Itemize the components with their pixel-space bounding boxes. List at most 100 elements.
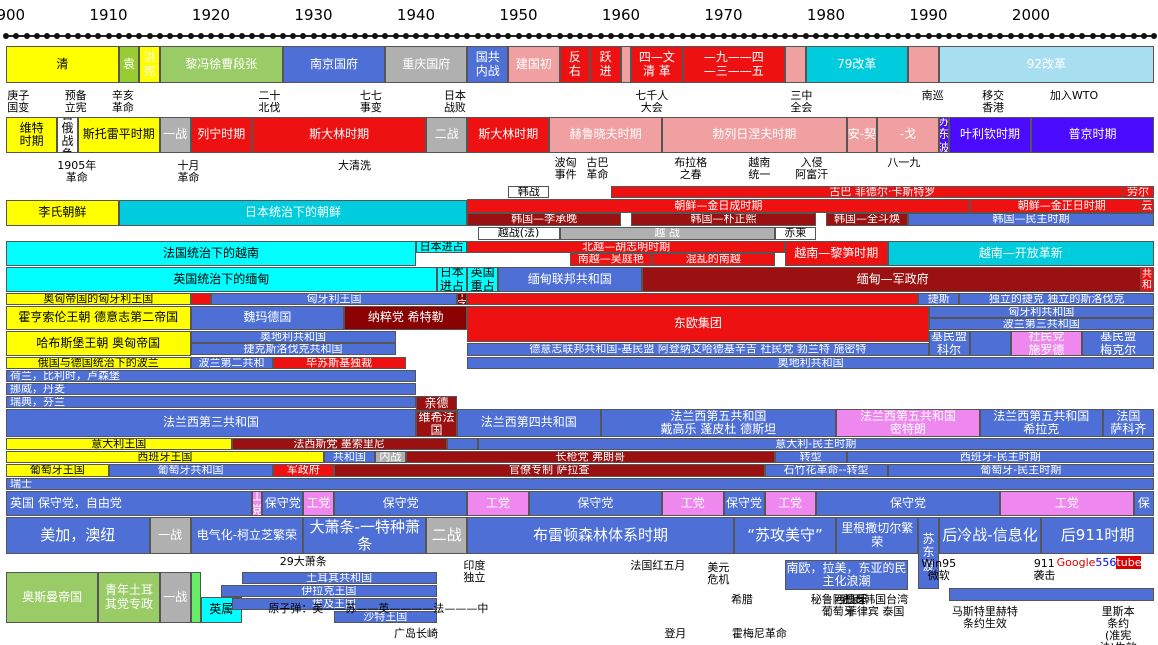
period-bar [621,46,632,83]
period-bar: 92改革 [938,46,1154,83]
year-tick [1130,33,1137,39]
period-bar: 毕苏斯基独裁 [272,357,406,369]
year-tick [115,33,122,39]
event-label: 29大萧条 [279,555,327,568]
period-bar: 石竹花革命--转型 [764,464,888,477]
year-label: 1950 [499,6,538,24]
period-bar: 工党 [467,491,529,516]
period-bar: 保 [1133,491,1154,516]
event-label: 八一九 [887,156,921,169]
year-tick [689,33,696,39]
year-tick [146,33,153,39]
year-tick [577,33,583,39]
year-tick [392,33,399,39]
period-bar: 青年土耳 其党专政 [98,572,160,623]
period-bar: 德意志联邦共和国-基民盟 阿登纳艾哈德基辛吉 社民党 勃兰特 施密特 [467,343,929,356]
event-label: 入侵 阿富汗 [795,156,829,182]
year-tick [1079,33,1086,39]
year-tick [85,33,91,39]
year-tick [156,33,163,39]
period-bar: 波兰第三共和国 [928,318,1154,330]
year-tick [1151,33,1157,39]
year-tick [351,33,358,39]
period-bar: 奥地利共和国 [190,331,396,343]
event-label: 七七 事变 [359,89,382,115]
year-tick [1099,33,1106,39]
event-label: 古巴 革命 [586,156,609,182]
period-bar: 洪宪 [139,46,160,83]
year-tick [648,33,655,39]
period-bar: 波兰第二共和 [190,357,273,369]
event-label: 里斯本条约 (准宪法)生效 [1099,605,1136,645]
period-bar [190,293,211,305]
year-tick [587,33,594,39]
year-tick [228,33,235,39]
event-label: 1905年 革命 [57,159,97,185]
event-label: 预备 立宪 [64,89,87,115]
year-tick [720,33,727,39]
period-bar: 基民盟 梅克尔 [1082,331,1154,356]
period-bar: 箭十字党 [457,293,468,305]
period-bar: 工党 [252,491,263,516]
year-tick [310,33,317,39]
period-bar: 维特 时期 [6,117,58,153]
period-bar: 列宁时期 [190,117,252,153]
year-tick [218,33,225,39]
period-bar [949,588,1154,601]
year-tick [495,33,501,39]
event-label: 辛亥 革命 [111,89,134,115]
period-bar: 混乱的南越 [651,253,775,266]
year-tick [751,33,758,39]
period-bar: 李氏朝鲜 [6,200,119,226]
period-bar: 葡萄牙-民主时期 [887,464,1154,477]
event-label: 美元 危机 [707,561,730,587]
period-bar: 伊拉克王国 [221,585,437,597]
period-bar: 荷兰，比利时，卢森堡 [6,370,416,382]
period-bar: 清 [6,46,119,83]
google-youtube-label: Google556tube [1056,556,1142,569]
period-bar: 法兰西第五共和国 希拉克 [979,409,1103,437]
period-bar: 匈牙利共和国 [928,306,1154,318]
year-label: 1960 [601,6,641,24]
year-tick [1048,33,1055,39]
period-bar: 苏 东 波 [938,117,949,153]
period-bar: 东欧集团 [467,306,929,342]
year-tick [64,33,71,39]
period-bar: —九——四 —三——五 [682,46,785,83]
event-label: 布拉格 之春 [674,156,708,182]
period-bar: 捷克斯洛伐克共和国 [190,343,396,355]
event-label: 日本 战败 [443,89,466,115]
year-tick [782,33,788,39]
period-bar: 79改革 [805,46,908,83]
year-tick [54,33,61,39]
period-bar: 西班牙王国 [6,451,324,463]
period-bar: 法兰西第四共和国 [457,409,601,437]
year-tick [741,33,747,39]
period-bar: 瑞士 [6,478,1154,490]
period-bar: 普京时期 [1031,117,1154,153]
year-tick [946,33,952,39]
year-tick [464,33,471,39]
year-tick [402,33,409,39]
period-bar: 沙特王国 [334,611,437,623]
event-label: 马斯特里赫特 条约生效 [951,605,1018,631]
year-tick [474,33,481,39]
event-label: 霍梅尼革命 [731,627,787,640]
period-bar: 法兰西第三共和国 [6,409,416,437]
period-bar: 英国 重占 [467,267,498,292]
atomic-bomb-label: 原子弹：美——苏——英————法———中 [268,602,489,615]
year-tick [331,33,337,39]
year-tick [874,33,881,39]
event-label: 法国红五月 [630,559,686,572]
year-tick [1120,33,1127,39]
year-tick [44,33,50,39]
period-bar: 葡萄牙王国 [6,464,109,477]
year-tick [597,33,604,39]
period-bar: 独立的捷克 独立的斯洛伐克 [959,293,1154,305]
year-tick [925,33,932,39]
period-bar: 四—文 清 革 [631,46,683,83]
period-bar: 官僚专制 萨拉查 [334,464,765,477]
year-tick [382,33,389,39]
year-tick [13,33,20,39]
